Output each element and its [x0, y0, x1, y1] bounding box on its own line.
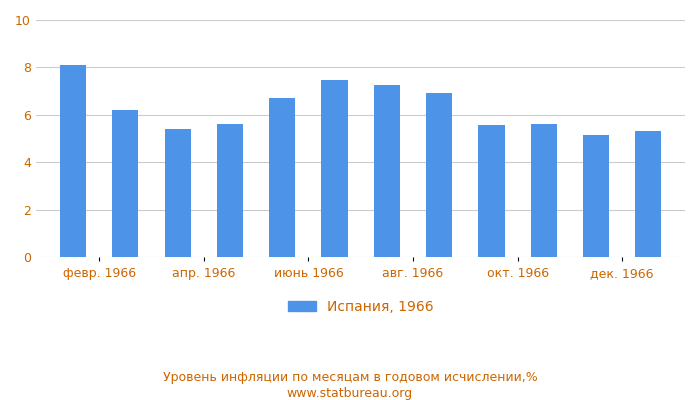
- Text: Уровень инфляции по месяцам в годовом исчислении,%: Уровень инфляции по месяцам в годовом ис…: [162, 372, 538, 384]
- Bar: [531, 124, 557, 257]
- Bar: [112, 110, 139, 257]
- Bar: [270, 98, 295, 257]
- Bar: [164, 129, 190, 257]
- Bar: [217, 124, 243, 257]
- Bar: [321, 80, 348, 257]
- Bar: [636, 131, 662, 257]
- Text: www.statbureau.org: www.statbureau.org: [287, 388, 413, 400]
- Bar: [374, 85, 400, 257]
- Bar: [426, 94, 452, 257]
- Bar: [478, 126, 505, 257]
- Bar: [60, 65, 86, 257]
- Legend: Испания, 1966: Испания, 1966: [282, 295, 439, 320]
- Bar: [583, 135, 609, 257]
